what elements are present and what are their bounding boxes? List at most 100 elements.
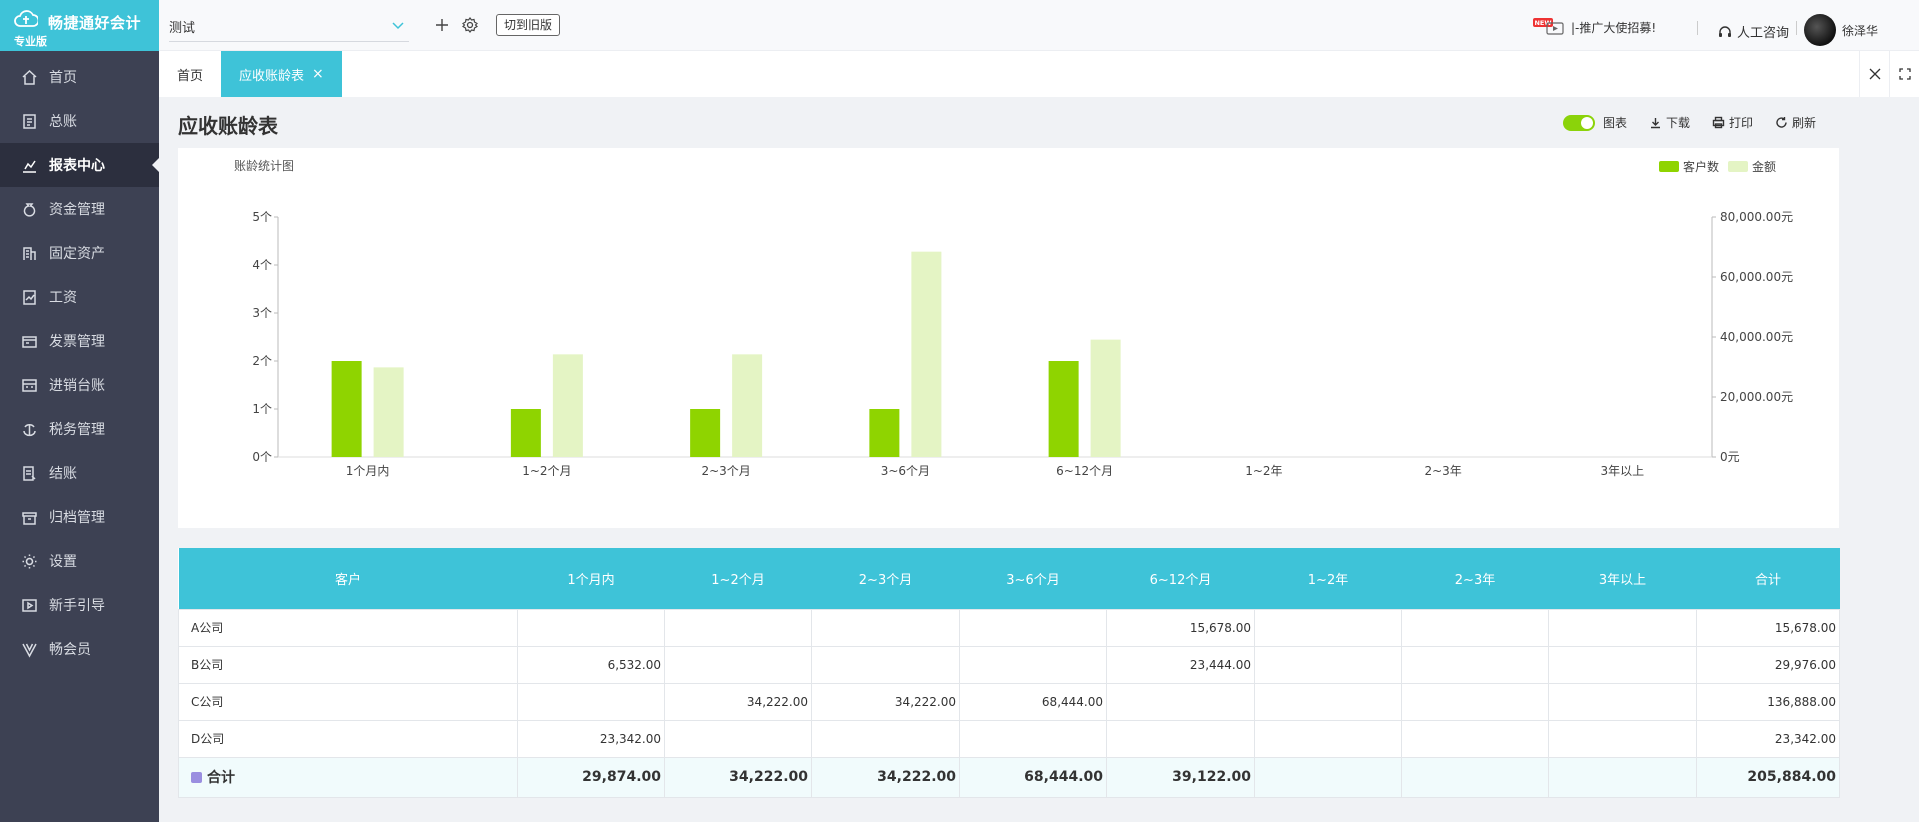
column-header[interactable]: 客户 (178, 548, 518, 609)
promo-text: |-推广大使招募! (1571, 20, 1657, 35)
sidebar-item-label: 畅会员 (49, 642, 91, 658)
download-button[interactable]: 下载 (1649, 114, 1690, 131)
amount-cell: 15,678.00 (1106, 608, 1255, 647)
gear-icon[interactable] (461, 16, 479, 34)
invoice-icon (20, 332, 39, 351)
total-amount-cell: 68,444.00 (959, 756, 1107, 798)
customer-name-cell: C公司 (178, 682, 518, 721)
total-amount-cell: 34,222.00 (664, 756, 812, 798)
support-button[interactable]: 人工咨询 (1717, 22, 1789, 41)
sidebar-item-6[interactable]: 发票管理 (0, 319, 159, 363)
sidebar-item-9[interactable]: 结账 (0, 451, 159, 495)
sidebar-item-10[interactable]: 归档管理 (0, 495, 159, 539)
y-left-tick-label: 0个 (252, 450, 272, 464)
amount-cell: 23,444.00 (1106, 645, 1255, 684)
sidebar-item-label: 进销台账 (49, 378, 105, 394)
download-icon (1651, 118, 1661, 129)
amount-cell (1254, 608, 1402, 647)
aging-table: 客户 1个月内 1~2个月 2~3个月 3~6个月 6~12个月 1~2年 2~3年 3年以上合… (178, 548, 1840, 798)
amount-cell (1254, 719, 1402, 758)
sidebar-item-0[interactable]: 首页 (0, 55, 159, 99)
amount-cell (1548, 645, 1697, 684)
sidebar-item-13[interactable]: 畅会员 (0, 627, 159, 671)
amount-cell (1401, 719, 1549, 758)
account-book-select[interactable]: 测试 (169, 12, 409, 42)
amount-cell (1106, 682, 1255, 721)
gear-icon (20, 552, 39, 571)
tax-icon (20, 420, 39, 439)
column-header[interactable]: 1~2年 (1254, 548, 1402, 609)
column-header[interactable]: 2~3个月 (811, 548, 960, 609)
x-tick-label: 2~3年 (1424, 464, 1461, 478)
inventory-icon (20, 376, 39, 395)
toggle-switch[interactable] (1563, 114, 1595, 131)
column-header[interactable]: 6~12个月 (1106, 548, 1255, 609)
divider (1697, 21, 1698, 35)
total-amount-cell (1548, 756, 1697, 798)
total-label: 合计 (207, 770, 235, 786)
user-menu[interactable]: 徐泽华 (1804, 14, 1878, 46)
support-label: 人工咨询 (1737, 26, 1790, 41)
refresh-button[interactable]: 刷新 (1775, 114, 1816, 131)
amount-cell (1548, 608, 1697, 647)
sidebar-item-3[interactable]: 资金管理 (0, 187, 159, 231)
sidebar-item-11[interactable]: 设置 (0, 539, 159, 583)
home-icon (20, 68, 39, 87)
table-row[interactable]: C公司 34,222.00 34,222.00 68,444.00 136,888.00 (178, 682, 1840, 721)
table-row[interactable]: B公司 6,532.00 23,444.00 29,976.00 (178, 645, 1840, 684)
chart-toggle[interactable]: 图表 (1563, 114, 1627, 131)
y-left-tick-label: 1个 (252, 402, 272, 416)
close-all-tabs-button[interactable] (1859, 51, 1889, 97)
app-logo[interactable]: 畅捷通好会计 专业版 (0, 0, 159, 51)
divider (1796, 21, 1797, 35)
sidebar-item-4[interactable]: 固定资产 (0, 231, 159, 275)
amount-cell: 34,222.00 (664, 682, 812, 721)
user-name: 徐泽华 (1842, 23, 1879, 38)
sidebar-item-12[interactable]: 新手引导 (0, 583, 159, 627)
switch-old-version-button[interactable]: 切到旧版 (496, 14, 561, 36)
sidebar-item-8[interactable]: 税务管理 (0, 407, 159, 451)
table-total-row: 合计 29,874.00 34,222.00 34,222.00 68,444.00 39… (178, 756, 1840, 798)
sidebar-item-1[interactable]: 总账 (0, 99, 159, 143)
table-row[interactable]: A公司 15,678.00 15,678.00 (178, 608, 1840, 647)
column-header[interactable]: 合计 (1696, 548, 1840, 609)
sidebar-item-label: 报表中心 (49, 158, 105, 174)
y-right-tick-label: 0元 (1720, 450, 1740, 464)
archive-icon (20, 508, 39, 527)
column-header[interactable]: 3年以上 (1548, 548, 1697, 609)
sidebar: 畅捷通好会计 专业版 首页总账报表中心资金管理 固定资产 工资 发票管理进销台账税务管… (0, 0, 159, 822)
column-header[interactable]: 3~6个月 (959, 548, 1107, 609)
y-right-tick-label: 20,000.00元 (1720, 390, 1793, 404)
add-icon[interactable] (433, 16, 451, 34)
sidebar-item-5[interactable]: 工资 (0, 275, 159, 319)
column-header[interactable]: 1个月内 (517, 548, 665, 609)
amount-cell (517, 608, 665, 647)
tab-receivable-aging[interactable]: 应收账龄表 × (221, 51, 342, 97)
promo-link[interactable]: NEW |-推广大使招募! (1533, 18, 1656, 36)
tab-home[interactable]: 首页 (159, 51, 221, 97)
amount-cell: 23,342.00 (517, 719, 665, 758)
bar-customer-count (869, 409, 900, 457)
amount-cell (959, 608, 1107, 647)
printer-icon (1712, 116, 1725, 129)
column-header[interactable]: 2~3年 (1401, 548, 1549, 609)
close-tab-icon[interactable]: × (312, 66, 324, 82)
table-row[interactable]: D公司 23,342.00 23,342.00 (178, 719, 1840, 758)
fullscreen-button[interactable] (1889, 51, 1919, 97)
aging-bar-chart: 账龄统计图 0个 1个 2个 3个 4个 5个 0元 20,000.00元 40,000.00元 6… (234, 159, 1793, 478)
bar-customer-count (510, 409, 541, 457)
amount-cell (1401, 608, 1549, 647)
print-button[interactable]: 打印 (1712, 114, 1753, 131)
sidebar-item-label: 首页 (49, 70, 77, 86)
download-label: 下载 (1666, 116, 1691, 130)
total-amount-cell: 39,122.00 (1106, 756, 1255, 798)
amount-cell (1548, 682, 1697, 721)
customer-name-cell: B公司 (178, 645, 518, 684)
sidebar-item-2[interactable]: 报表中心 (0, 143, 159, 187)
chart-toggle-label: 图表 (1603, 116, 1628, 130)
column-header[interactable]: 1~2个月 (664, 548, 812, 609)
legend-label: 客户数 (1683, 159, 1719, 174)
amount-cell: 6,532.00 (517, 645, 665, 684)
y-left-tick-label: 3个 (252, 306, 272, 320)
sidebar-item-7[interactable]: 进销台账 (0, 363, 159, 407)
